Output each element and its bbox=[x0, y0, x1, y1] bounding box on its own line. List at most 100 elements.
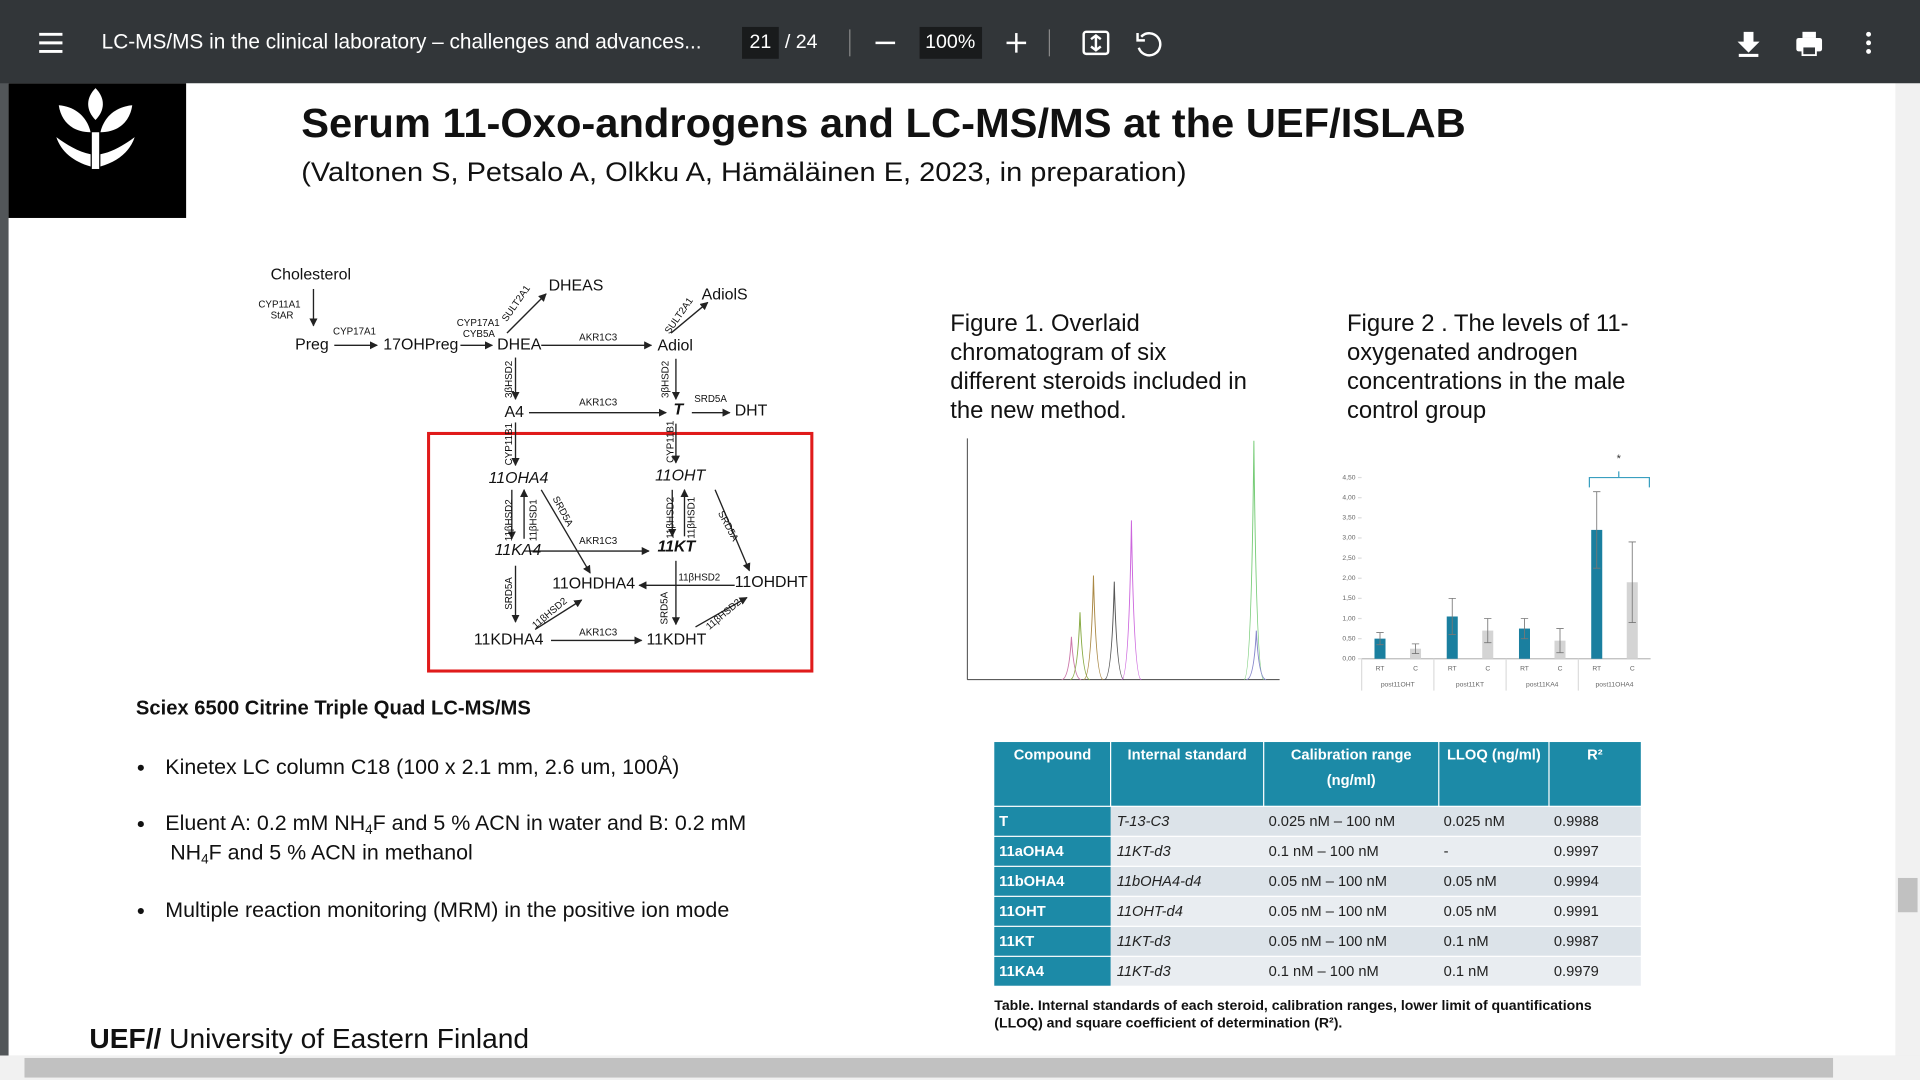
download[interactable] bbox=[1737, 31, 1760, 57]
peak bbox=[1083, 575, 1104, 681]
fit-page[interactable] bbox=[1082, 30, 1110, 56]
error-bar bbox=[1520, 618, 1529, 640]
more-actions[interactable] bbox=[1866, 31, 1872, 54]
pathway-label: StAR bbox=[271, 311, 294, 322]
x-tick-label: C bbox=[1413, 665, 1418, 672]
peak bbox=[1061, 636, 1082, 681]
pathway-label: DHEAS bbox=[549, 278, 604, 295]
pathway-label: 11OHDHA4 bbox=[552, 575, 635, 592]
text-run: NH bbox=[170, 840, 201, 864]
peak bbox=[1069, 612, 1091, 681]
zoom-in[interactable] bbox=[1006, 33, 1027, 53]
table-cell: 11bOHA4-d4 bbox=[1117, 874, 1202, 890]
y-tick-label: 4,00 bbox=[1342, 494, 1355, 501]
error-bar bbox=[1593, 491, 1601, 569]
pathway-label: DHEA bbox=[497, 337, 542, 354]
table-cell: 0.9987 bbox=[1554, 934, 1599, 950]
pathway-label: 11KA4 bbox=[495, 542, 542, 559]
pathway-label: CYP11A1 bbox=[258, 299, 300, 310]
pathway-label: SRD5A bbox=[694, 394, 727, 405]
print[interactable] bbox=[1796, 31, 1823, 57]
scroll-thumb[interactable] bbox=[24, 1057, 1834, 1078]
y-tick-label: 1,00 bbox=[1342, 615, 1355, 622]
bullet-text: Eluent A: 0.2 mM NH4F and 5 % ACN in wat… bbox=[165, 811, 746, 837]
annotation: * bbox=[1617, 453, 1622, 465]
row-header bbox=[994, 866, 1111, 896]
header-cell: Internal standard bbox=[1128, 747, 1247, 763]
row-label: 11bOHA4 bbox=[999, 874, 1065, 890]
pathway-label: 11OHDHT bbox=[735, 574, 808, 591]
footer-name: University of Eastern Finland bbox=[161, 1023, 529, 1054]
logo-icon bbox=[56, 88, 135, 169]
figure-caption: Figure 2 . The levels of 11- bbox=[1347, 310, 1629, 337]
row-label: 11KA4 bbox=[999, 964, 1045, 980]
table-cell: 0.9991 bbox=[1554, 904, 1599, 920]
pathway-label: 11βHSD1 bbox=[528, 499, 539, 541]
bullet-text: Multiple reaction monitoring (MRM) in th… bbox=[165, 898, 729, 922]
pathway-label: AKR1C3 bbox=[579, 628, 618, 639]
pathway-label: Preg bbox=[295, 337, 329, 354]
figure-caption: oxygenated androgen bbox=[1347, 339, 1578, 366]
pathway-label: 11KDHA4 bbox=[474, 632, 544, 649]
row-header bbox=[994, 926, 1111, 956]
table-cell: 0.9997 bbox=[1554, 844, 1599, 860]
rotate[interactable] bbox=[1136, 32, 1162, 57]
figure-caption: different steroids included in bbox=[950, 368, 1247, 395]
group-label: post11OHT bbox=[1381, 681, 1415, 688]
x-tick-label: RT bbox=[1376, 665, 1385, 672]
pathway-label: 11OHT bbox=[655, 468, 706, 485]
page-number[interactable]: 21 bbox=[750, 31, 772, 53]
error-bar bbox=[1411, 643, 1420, 654]
table-cell: 0.1 nM – 100 nM bbox=[1269, 844, 1379, 860]
peak bbox=[1104, 581, 1125, 681]
row-label: 11KT bbox=[999, 934, 1034, 950]
figure-caption: Figure 1. Overlaid bbox=[950, 310, 1140, 337]
table-cell: 0.9979 bbox=[1554, 964, 1599, 980]
group-label: post11KA4 bbox=[1526, 681, 1559, 688]
pathway-label: 11OHA4 bbox=[489, 470, 549, 487]
zoom-input[interactable] bbox=[919, 26, 983, 59]
y-tick-label: 0,50 bbox=[1342, 635, 1355, 642]
table-cell: 11KT-d3 bbox=[1117, 844, 1172, 860]
pathway-label: 3βHSD2 bbox=[661, 361, 672, 398]
zoom-level[interactable]: 100% bbox=[925, 31, 975, 53]
bar bbox=[1518, 628, 1530, 659]
figure-caption: the new method. bbox=[950, 397, 1126, 424]
text-run: F and 5 % ACN in water and B: 0.2 mM bbox=[373, 811, 747, 835]
bullet bbox=[137, 764, 144, 771]
x-tick-label: RT bbox=[1592, 665, 1601, 672]
pathway-label: SRD5A bbox=[504, 577, 515, 610]
pathway-arrow bbox=[695, 596, 748, 628]
pathway-label: CYP11B1 bbox=[666, 421, 677, 463]
bullet-text: NH4F and 5 % ACN in methanol bbox=[170, 840, 473, 866]
pathway-arrow bbox=[714, 489, 751, 572]
table-cell: 0.9988 bbox=[1554, 814, 1599, 830]
pathway-label: AKR1C3 bbox=[579, 397, 618, 408]
scroll-thumb[interactable] bbox=[1897, 877, 1918, 913]
pathway-label: AdiolS bbox=[702, 286, 748, 303]
table-cell: 0.025 nM bbox=[1444, 814, 1505, 830]
text-run: F and 5 % ACN in methanol bbox=[209, 840, 473, 864]
pathway-label: CYP11B1 bbox=[504, 423, 515, 465]
pathway-label: 11KT bbox=[658, 539, 697, 556]
pathway-label: 11βHSD2 bbox=[678, 573, 720, 584]
table-cell: 11OHT-d4 bbox=[1117, 904, 1183, 920]
menu-button[interactable] bbox=[39, 32, 63, 53]
error-bar bbox=[1448, 597, 1456, 636]
x-tick-label: RT bbox=[1448, 665, 1457, 672]
table-cell: 0.05 nM – 100 nM bbox=[1269, 904, 1387, 920]
pathway-label: DHT bbox=[735, 403, 768, 420]
peak bbox=[1243, 440, 1265, 681]
slide-subtitle: (Valtonen S, Petsalo A, Olkku A, Hämäläi… bbox=[301, 157, 1186, 187]
row-label: 11OHT bbox=[999, 904, 1046, 920]
page-input[interactable] bbox=[742, 26, 779, 59]
group-label: post11OHA4 bbox=[1595, 681, 1633, 688]
row-header bbox=[994, 896, 1111, 926]
error-bar bbox=[1628, 541, 1636, 623]
table-cell: 0.1 nM bbox=[1444, 934, 1489, 950]
pathway-arrow bbox=[534, 599, 583, 630]
y-tick-label: 0,00 bbox=[1342, 656, 1355, 663]
pathway-label: Adiol bbox=[658, 338, 693, 355]
